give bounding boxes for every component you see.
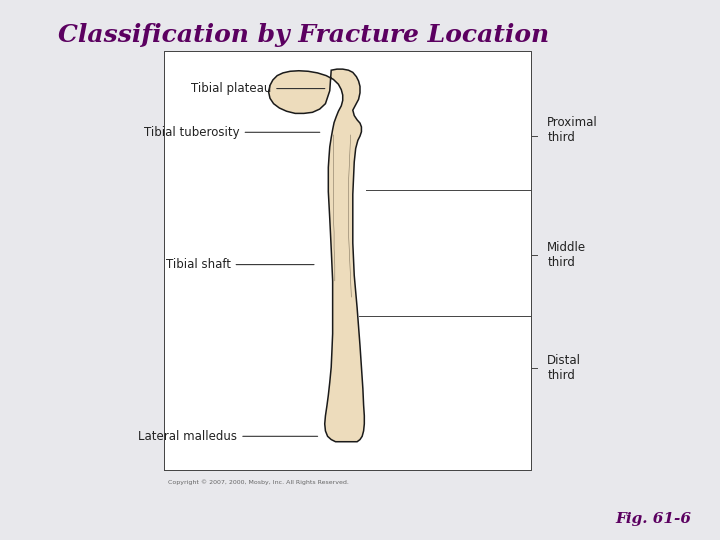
Text: Classification by Fracture Location: Classification by Fracture Location [58, 23, 549, 47]
Text: Lateral malledus: Lateral malledus [138, 430, 318, 443]
Polygon shape [269, 69, 364, 442]
Text: Distal
third: Distal third [547, 354, 581, 382]
FancyBboxPatch shape [164, 51, 531, 470]
Text: Tibial shaft: Tibial shaft [166, 258, 314, 271]
Text: Tibial plateau: Tibial plateau [191, 82, 325, 95]
Text: Proximal
third: Proximal third [547, 116, 598, 144]
Text: Tibial tuberosity: Tibial tuberosity [144, 126, 320, 139]
Text: Fig. 61-6: Fig. 61-6 [615, 512, 691, 526]
Text: Middle
third: Middle third [547, 241, 586, 269]
Text: Copyright © 2007, 2000, Mosby, Inc. All Rights Reserved.: Copyright © 2007, 2000, Mosby, Inc. All … [168, 480, 348, 485]
